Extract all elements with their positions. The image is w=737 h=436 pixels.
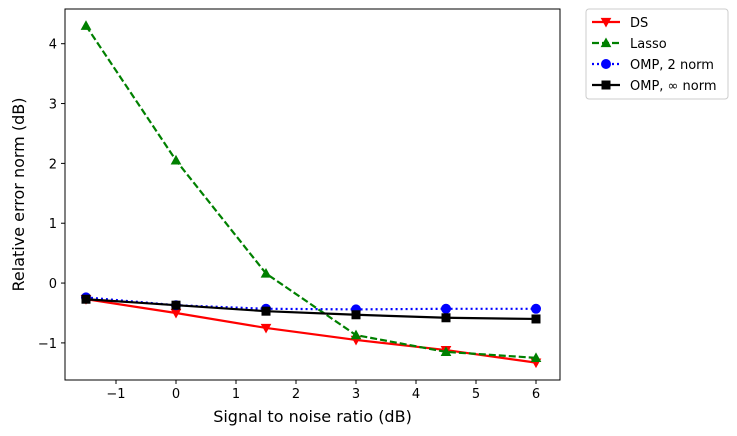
- x-axis-label: Signal to noise ratio (dB): [213, 407, 412, 426]
- series-4: [81, 294, 541, 324]
- y-axis-label: Relative error norm (dB): [9, 98, 28, 292]
- x-tick-label: 3: [352, 387, 360, 402]
- x-axis: −1 0 1 2 3 4 5 6: [106, 380, 540, 402]
- legend-label: OMP, 2 norm: [630, 58, 714, 73]
- data-point: [351, 310, 361, 320]
- y-tick-label: 3: [49, 98, 57, 113]
- y-tick-label: 4: [49, 38, 57, 53]
- legend-box: [585, 8, 729, 100]
- plot-series: [80, 20, 542, 369]
- legend-marker: [601, 80, 611, 90]
- y-tick-label: 2: [49, 157, 57, 172]
- plot-frame: [64, 8, 561, 381]
- x-tick-label: 1: [232, 387, 240, 402]
- legend-label: Lasso: [630, 37, 667, 52]
- data-point: [260, 267, 272, 278]
- data-point: [350, 329, 362, 340]
- data-point: [440, 346, 452, 356]
- y-tick-label: −1: [38, 337, 57, 352]
- data-point: [531, 314, 541, 324]
- y-tick-label: 1: [49, 217, 57, 232]
- data-point: [260, 323, 272, 334]
- legend-marker: [601, 59, 611, 69]
- x-tick-label: 0: [172, 387, 180, 402]
- data-point: [441, 303, 451, 314]
- y-axis: −1 0 1 2 3 4: [38, 38, 65, 352]
- x-tick-label: 4: [412, 387, 420, 402]
- series-2: [80, 20, 542, 362]
- x-tick-label: −1: [106, 387, 125, 402]
- data-point: [80, 20, 92, 30]
- legend-marker: [600, 37, 612, 48]
- data-point: [171, 300, 181, 310]
- legend-marker: [600, 17, 612, 28]
- x-tick-label: 2: [292, 387, 300, 402]
- legend: DS Lasso OMP, 2 norm OMP, ∞ norm: [585, 8, 729, 100]
- x-tick-label: 5: [472, 387, 480, 402]
- data-point: [261, 306, 271, 316]
- data-point: [531, 303, 541, 314]
- data-point: [441, 313, 451, 323]
- data-point: [170, 154, 182, 165]
- series-line: [85, 298, 537, 321]
- data-point: [530, 352, 542, 362]
- legend-label: OMP, ∞ norm: [630, 79, 717, 94]
- x-tick-label: 6: [532, 387, 540, 402]
- legend-label: DS: [630, 16, 648, 31]
- series-line: [85, 25, 537, 359]
- y-tick-label: 0: [49, 277, 57, 292]
- data-point: [81, 294, 91, 304]
- series-1: [80, 295, 542, 369]
